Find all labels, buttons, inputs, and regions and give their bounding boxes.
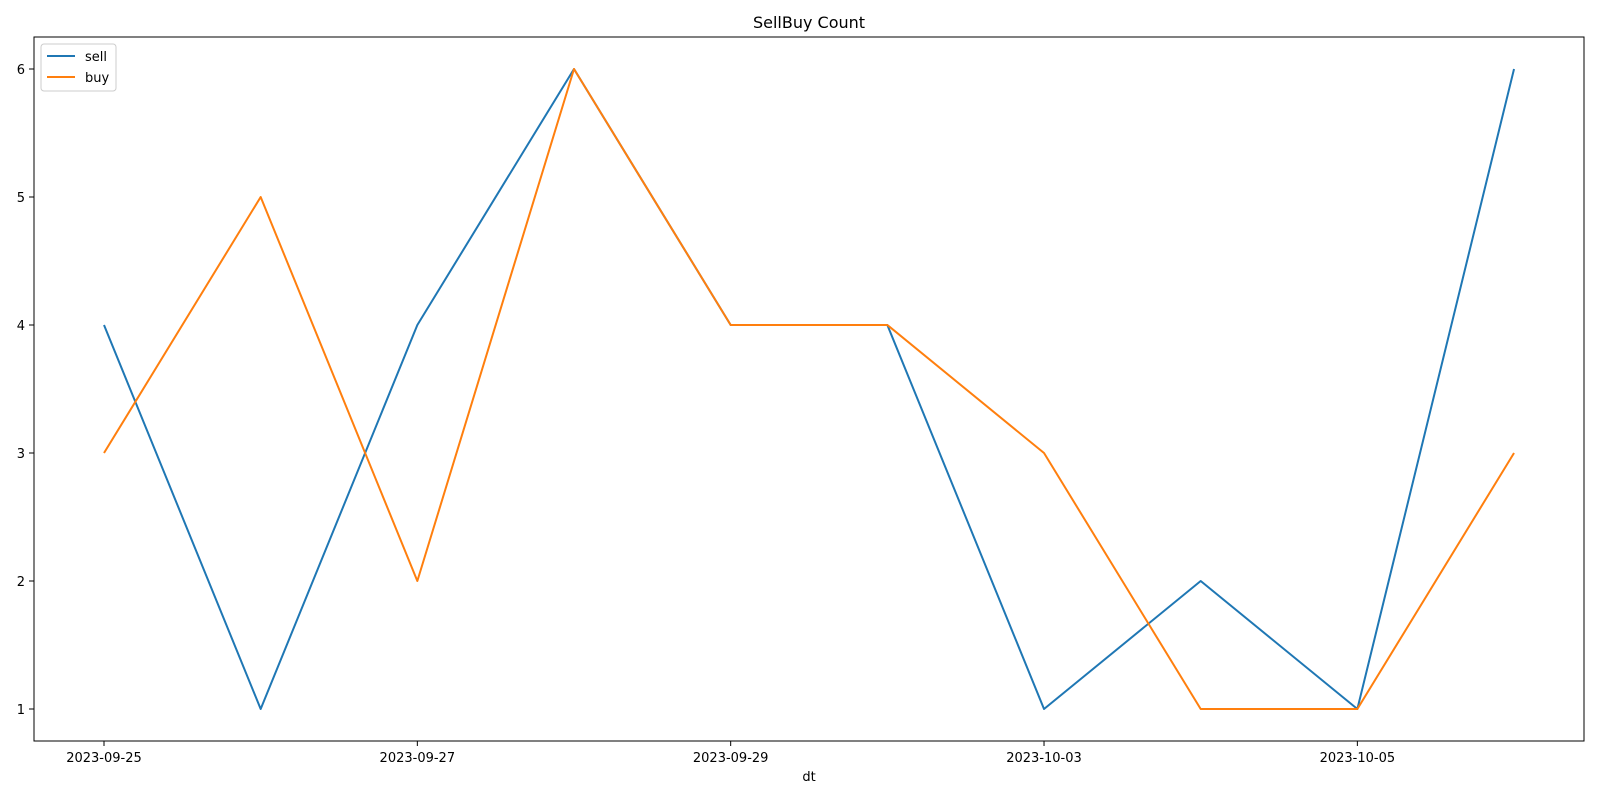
y-tick-label: 3 [17, 447, 25, 462]
plot-frame [33, 36, 1585, 742]
y-tick-label: 5 [17, 191, 25, 206]
series-line-buy [103, 68, 1515, 710]
x-tick-label: 2023-10-05 [1320, 751, 1396, 766]
legend-label-buy: buy [85, 71, 109, 86]
y-tick-label: 2 [17, 575, 25, 590]
x-axis-label: dt [802, 770, 815, 785]
y-tick-label: 4 [17, 319, 25, 334]
legend-label-sell: sell [85, 50, 107, 65]
chart-title: SellBuy Count [753, 13, 865, 32]
series-line-sell [103, 68, 1516, 710]
x-tick-label: 2023-09-27 [380, 751, 456, 766]
plot-area: 1 2 3 4 5 6 2023-09-25 2023-09-27 2023-09-29 2023… [17, 36, 1585, 766]
x-tick-label: 2023-09-29 [693, 751, 769, 766]
y-tick-label: 1 [17, 703, 25, 718]
x-tick-label: 2023-10-03 [1006, 751, 1082, 766]
y-tick-label: 6 [17, 63, 25, 78]
legend: sell buy [40, 43, 117, 92]
x-tick-label: 2023-09-25 [66, 751, 142, 766]
